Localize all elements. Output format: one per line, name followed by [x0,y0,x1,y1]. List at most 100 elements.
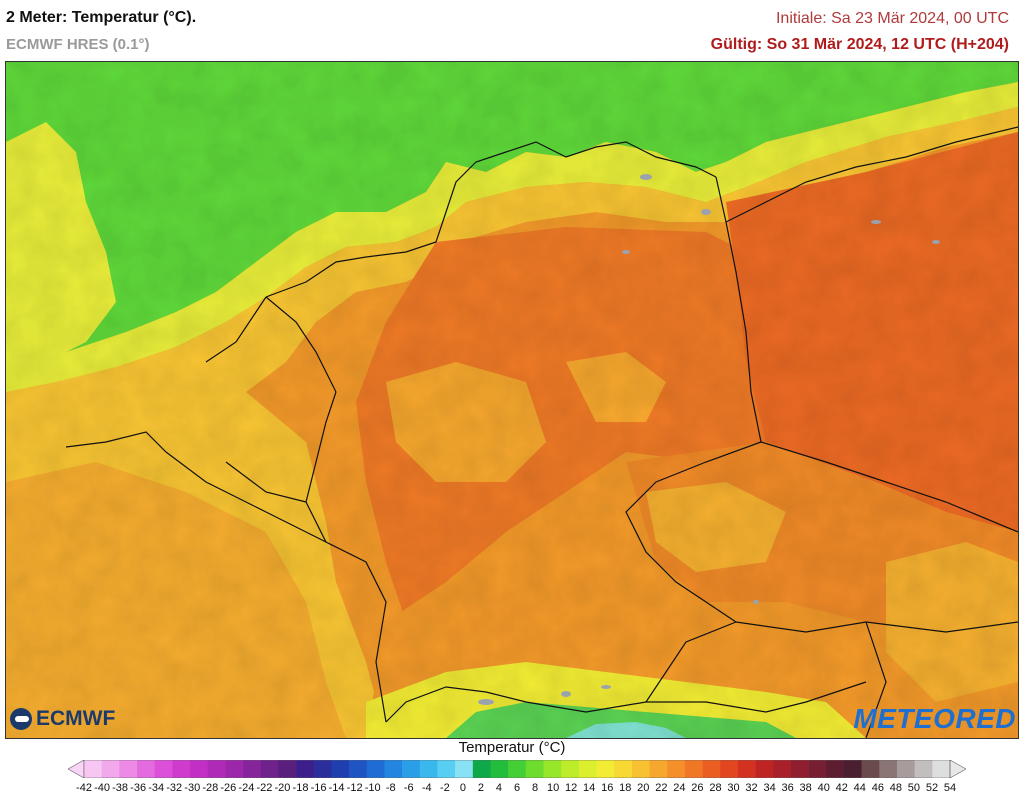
legend-tick-label: 52 [925,782,939,794]
legend-swatch [720,760,739,778]
legend-swatch [508,760,527,778]
legend-swatch [331,760,350,778]
legend-swatch [649,760,668,778]
legend-tick-label: 48 [889,782,902,794]
legend-swatch [879,760,898,778]
legend-tick-label: -38 [112,782,129,794]
legend-swatch [154,760,173,778]
legend-swatch [278,760,297,778]
legend-swatch [296,760,315,778]
legend-swatch [490,760,509,778]
legend-tick-label: -12 [346,782,363,794]
legend-swatch [172,760,191,778]
legend-swatch [84,760,102,778]
legend-swatch [243,760,262,778]
legend-tick-label: 46 [871,782,884,794]
legend-swatch [260,760,279,778]
legend-tick-label: 28 [709,782,722,794]
legend-swatch [384,760,403,778]
legend-swatch [684,760,703,778]
legend-tick-label: 54 [943,782,957,794]
legend-tick-label: 0 [459,782,466,794]
legend-swatch [702,760,721,778]
legend-swatch [773,760,792,778]
legend-tick-label: 42 [835,782,848,794]
legend-swatch [614,760,633,778]
legend-tick-label: 38 [799,782,812,794]
legend-swatch [402,760,421,778]
legend-swatch [525,760,544,778]
legend-swatch [596,760,615,778]
legend-swatch [101,760,120,778]
legend-swatch [137,760,155,778]
legend-tick-label: -8 [385,782,396,794]
legend-swatch [790,760,809,778]
ecmwf-mark-icon [10,708,32,730]
legend-swatch [808,760,827,778]
legend-tick-label: 4 [495,782,503,794]
legend-tick-label: -6 [403,782,414,794]
legend-tick-label: -14 [328,782,345,794]
legend-swatch [119,760,138,778]
legend-tick-label: -36 [130,782,147,794]
legend-swatch [631,760,650,778]
legend-swatch [826,760,845,778]
legend-title: Temperatur (°C) [458,739,566,756]
legend-max-arrow [949,760,966,778]
legend-tick-label: -22 [256,782,273,794]
legend-tick-label: 26 [691,782,704,794]
legend-swatch [207,760,226,778]
legend-tick-label: -42 [76,782,92,794]
ecmwf-logo: ECMWF [10,707,115,731]
legend-frame [83,760,951,778]
legend-tick-label: -20 [274,782,291,794]
legend-tick-label: 22 [655,782,668,794]
legend-tick-label: -24 [238,782,255,794]
legend-tick-label: 34 [763,782,776,794]
legend-tick-label: 8 [531,782,539,794]
legend-tick-label: 6 [513,782,521,794]
legend-tick-label: 40 [817,782,830,794]
meteored-logo: METEORED [853,703,1016,734]
legend-tick-label: -28 [202,782,219,794]
legend-tick-label: 18 [619,782,632,794]
legend-tick-label: -34 [148,782,165,794]
legend-tick-label: -18 [292,782,309,794]
lakes [478,174,940,705]
legend-tick-label: -40 [94,782,110,794]
legend-swatch [914,760,933,778]
legend-min-arrow [68,760,85,778]
temperature-map[interactable] [5,61,1019,739]
legend-tick-label: 32 [745,782,758,794]
legend-tick-label: -30 [184,782,201,794]
legend-tick-label: 2 [477,782,484,794]
model-label: ECMWF HRES (0.1°) [6,36,150,53]
legend-tick-label: 44 [853,782,866,794]
map-title: 2 Meter: Temperatur (°C). [6,9,197,26]
legend-tick-label: 14 [583,782,596,794]
legend-tick-label: -32 [166,782,183,794]
legend-swatch [667,760,686,778]
valid-time: Gültig: So 31 Mär 2024, 12 UTC (H+204) [710,36,1009,53]
legend-tick-label: -2 [439,782,450,794]
legend-color-bar [68,760,966,778]
legend-tick-label: 20 [637,782,650,794]
legend-swatch [543,760,562,778]
legend-swatch [561,760,580,778]
legend-tick-label: -16 [310,782,327,794]
legend-tick-label: 50 [907,782,921,794]
legend-swatch [437,760,456,778]
legend-swatch [455,760,474,778]
legend-tick-label: 16 [601,782,614,794]
legend-swatch [737,760,756,778]
legend-tick-label: -10 [364,782,381,794]
legend-swatch [225,760,244,778]
ecmwf-logo-text: ECMWF [36,707,116,730]
legend-tick-label: 10 [546,782,560,794]
legend-swatch [861,760,880,778]
map-canvas [6,62,1018,738]
legend-tick-label: 12 [565,782,578,794]
relief-texture [6,62,1018,738]
legend-swatch [578,760,597,778]
legend-tick-label: -26 [220,782,237,794]
